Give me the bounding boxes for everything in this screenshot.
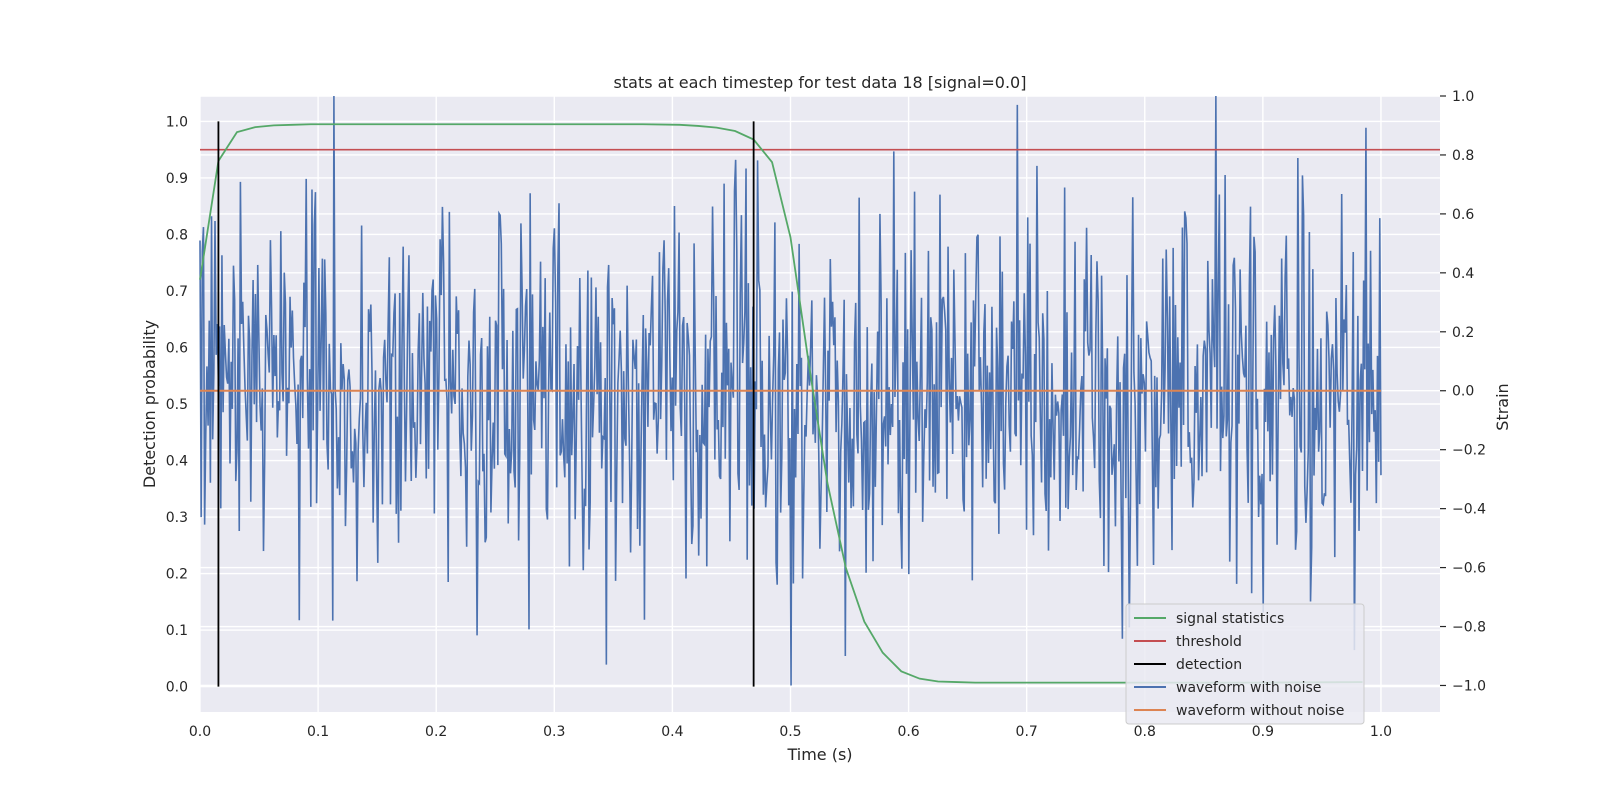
x-axis-ticks: 0.0 0.1 0.2 0.3 0.4 0.5 0.6 0.7 0.8 0.9 1.0 [189, 724, 1392, 740]
waveform-with-noise-line [199, 95, 1382, 686]
x-tick-label: 0.8 [1134, 724, 1156, 740]
x-tick-label: 0.2 [425, 724, 447, 740]
y-left-tick-label: 0.0 [166, 680, 188, 696]
y-right-tick-label: −0.2 [1452, 443, 1486, 459]
x-tick-label: 0.9 [1252, 724, 1274, 740]
y-axis-right-label: Strain [1493, 383, 1512, 430]
y-left-tick-label: 0.6 [166, 340, 188, 356]
legend: signal statistics threshold detection wavef… [1125, 603, 1365, 725]
x-tick-label: 0.4 [661, 724, 683, 740]
x-tick-label: 0.0 [189, 724, 211, 740]
y-right-tick-label: 0.8 [1452, 148, 1474, 164]
legend-label: waveform without noise [1176, 703, 1344, 719]
y-left-tick-label: 0.1 [166, 623, 188, 639]
y-right-tick-label: −1.0 [1452, 678, 1486, 694]
y-axis-right-ticks: −1.0 −0.8 −0.6 −0.4 −0.2 0.0 0.2 0.4 0.6 0.8 1.0 [1440, 89, 1486, 694]
legend-label: waveform with noise [1176, 680, 1321, 696]
x-tick-label: 0.5 [779, 724, 801, 740]
y-right-tick-label: 0.2 [1452, 325, 1474, 341]
y-left-tick-label: 0.3 [166, 510, 188, 526]
x-tick-label: 0.3 [543, 724, 565, 740]
y-right-tick-label: 0.4 [1452, 266, 1474, 282]
legend-label: signal statistics [1176, 611, 1284, 627]
y-right-tick-label: −0.8 [1452, 620, 1486, 636]
series-layer [199, 95, 1440, 687]
y-left-tick-label: 0.2 [166, 567, 188, 583]
y-right-tick-label: −0.4 [1452, 502, 1486, 518]
chart-title: stats at each timestep for test data 18 … [614, 73, 1027, 92]
y-axis-left-ticks: 0.0 0.1 0.2 0.3 0.4 0.5 0.6 0.7 0.8 0.9 1.0 [166, 114, 188, 695]
y-left-tick-label: 0.8 [166, 227, 188, 243]
legend-label: threshold [1176, 634, 1242, 650]
x-tick-label: 0.1 [307, 724, 329, 740]
y-right-tick-label: −0.6 [1452, 561, 1486, 577]
x-tick-label: 0.6 [897, 724, 919, 740]
x-axis-label: Time (s) [786, 745, 852, 764]
y-left-tick-label: 0.5 [166, 397, 188, 413]
x-tick-label: 1.0 [1370, 724, 1392, 740]
legend-label: detection [1176, 657, 1242, 673]
x-tick-label: 0.7 [1016, 724, 1038, 740]
y-left-tick-label: 0.7 [166, 284, 188, 300]
y-left-tick-label: 0.9 [166, 171, 188, 187]
y-right-tick-label: 0.0 [1452, 384, 1474, 400]
y-left-tick-label: 1.0 [166, 114, 188, 130]
legend-box [1125, 603, 1365, 725]
y-right-tick-label: 0.6 [1452, 207, 1474, 223]
y-right-tick-label: 1.0 [1452, 89, 1474, 105]
y-axis-left-label: Detection probability [140, 320, 159, 488]
signal-statistics-line [199, 123, 1363, 684]
y-left-tick-label: 0.4 [166, 454, 188, 470]
